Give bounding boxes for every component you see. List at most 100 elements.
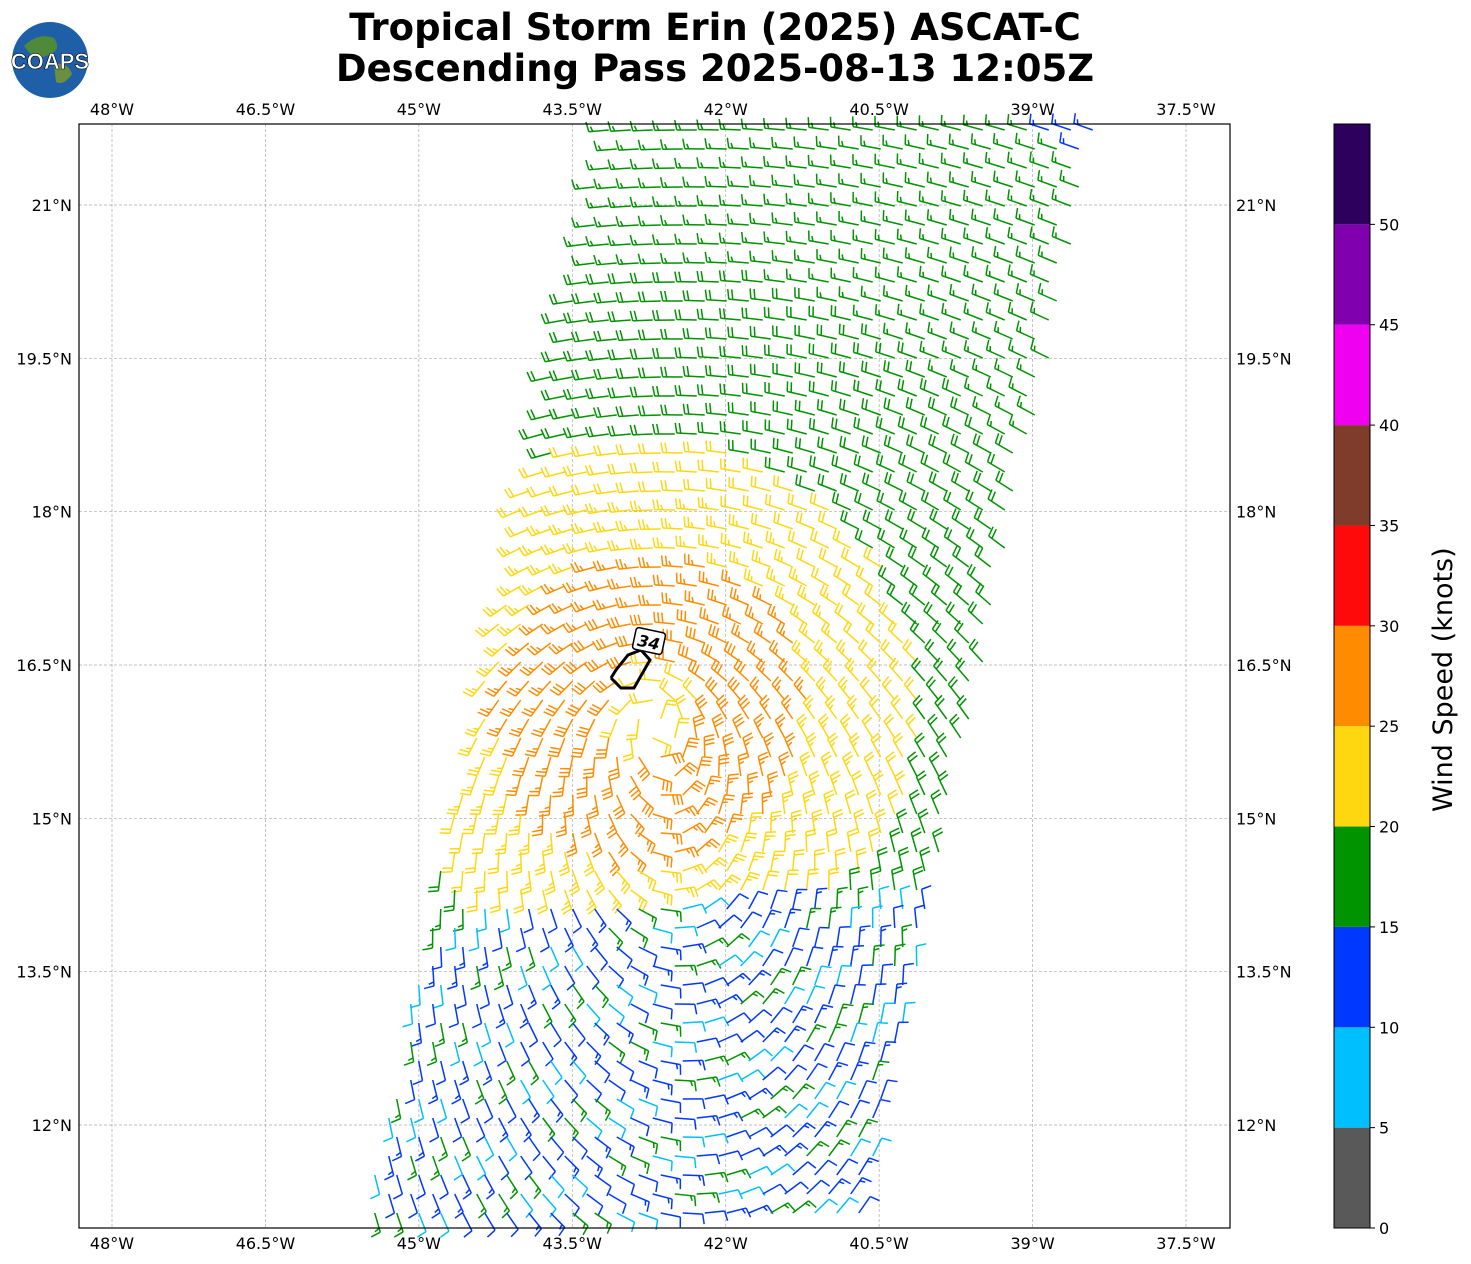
wind-barb [706,552,727,568]
wind-barb [1007,189,1027,207]
wind-barb [704,897,730,910]
wind-barb [897,378,918,397]
wind-barb [832,528,852,549]
wind-barb [700,641,720,663]
wind-barb [562,312,587,324]
wind-barb [748,175,771,188]
wind-barb [587,794,599,820]
wind-barb [836,1042,856,1062]
wind-barb [800,657,816,682]
wind-barb [616,1060,635,1082]
wind-barb [504,565,530,577]
wind-barb [392,1174,404,1200]
colorbar-tick-label: 40 [1379,416,1399,435]
wind-barb [853,808,865,834]
wind-barb [793,211,815,226]
wind-barb [792,1122,816,1138]
wind-barb [1037,207,1058,226]
wind-barb [572,946,584,972]
wind-barb [696,1076,721,1087]
wind-barb [564,1155,580,1180]
wind-barb [888,657,904,682]
wind-barb [881,676,896,701]
wind-barb [905,359,926,378]
wind-barb [606,616,631,629]
wind-barb [550,1022,562,1048]
wind-barb [637,215,661,227]
wind-barb [986,451,1006,473]
wind-barb [450,870,464,893]
wind-barb [520,1117,532,1143]
wind-barb [704,856,729,872]
wind-barb [594,1212,612,1234]
wind-barb [791,849,805,872]
wind-barb [787,529,808,549]
wind-barb [947,676,962,701]
wind-barb [836,1080,857,1100]
wind-barb [585,197,609,209]
wind-barb [952,582,970,606]
wind-barb [725,773,739,796]
wind-barb [711,713,725,739]
wind-barb [763,269,785,283]
wind-barb [796,713,808,739]
wind-barb [763,344,785,359]
wind-barb [704,1094,729,1105]
wind-barb [607,235,631,247]
wind-barb [520,1193,534,1219]
wind-barb [836,1003,854,1024]
wind-barb [766,771,779,796]
wind-barb [720,495,741,511]
wind-barb [682,903,708,914]
wind-barb [730,622,750,644]
wind-barb [403,1041,415,1066]
wind-barb [790,809,802,834]
wind-barb [506,1174,519,1200]
wind-barb [562,236,587,248]
wind-barb [637,139,661,151]
wind-barb [762,948,784,967]
wind-barb [660,794,684,806]
wind-barb [562,388,587,401]
wind-barb [806,1023,827,1043]
wind-barb [786,381,807,397]
wind-barb [752,586,772,606]
wind-barb [568,870,581,896]
wind-barb [798,621,816,644]
wind-barb [1030,339,1050,359]
wind-barb [592,483,617,495]
wind-barb [910,657,926,682]
wind-barb [608,965,625,989]
wind-barb [674,309,697,321]
wind-barb [882,285,903,302]
wind-barb [852,154,873,169]
wind-barb [586,927,599,953]
wind-barb [930,789,942,815]
wind-barb [772,437,793,454]
wind-barb [664,662,684,682]
wind-barb [818,547,838,568]
wind-barb [569,601,595,613]
wind-barb [963,265,983,283]
wind-barb [919,378,940,397]
wind-barb [638,946,658,966]
wind-barb [584,580,609,592]
wind-barb [475,1117,486,1143]
wind-barb [942,489,962,511]
wind-barb [553,718,574,738]
wind-barb [926,134,947,150]
wind-barb [740,911,763,929]
wind-barb [474,870,486,894]
wind-barb [503,526,530,538]
wind-barb [518,506,543,518]
colorbar-ticks: 0 5 10 15 20 25 30 35 40 45 50 [1370,215,1399,1238]
wind-barb [607,387,631,399]
wind-barb [615,140,639,151]
wind-barb [492,927,503,953]
wind-barb [704,815,726,834]
wind-barb [918,115,939,131]
wind-barb [882,210,903,226]
wind-barb [768,639,786,663]
wind-barb [616,908,632,932]
wind-barb [682,982,707,993]
